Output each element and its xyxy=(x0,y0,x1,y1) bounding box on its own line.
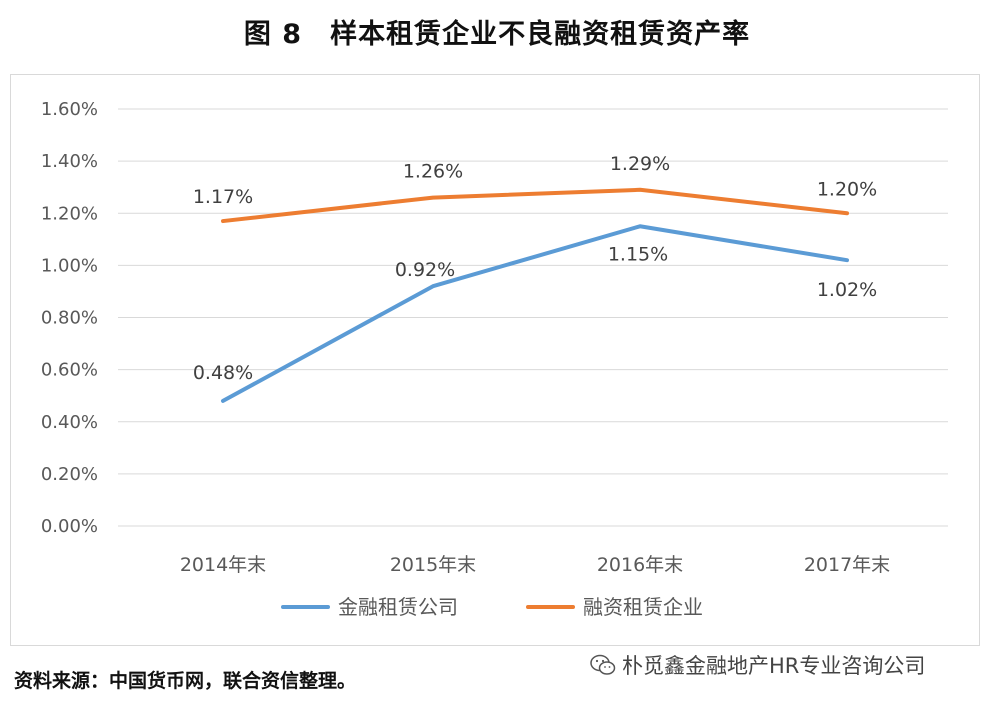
data-label: 0.92% xyxy=(395,259,455,281)
figure-title: 图 8 样本租赁企业不良融资租赁资产率 xyxy=(0,12,994,51)
y-tick-label: 1.00% xyxy=(41,255,98,276)
series-line-finance-leasing xyxy=(221,187,849,224)
data-label: 1.26% xyxy=(403,161,463,183)
y-tick-label: 1.40% xyxy=(41,151,98,172)
wechat-icon xyxy=(590,654,616,675)
watermark-text: 朴觅鑫金融地产HR专业咨询公司 xyxy=(622,654,926,678)
watermark: 朴觅鑫金融地产HR专业咨询公司 xyxy=(590,650,925,680)
x-tick-label: 2016年末 xyxy=(597,554,683,576)
data-label: 1.02% xyxy=(817,279,877,301)
source-note: 资料来源：中国货币网，联合资信整理。 xyxy=(14,670,357,692)
x-tick-label: 2015年末 xyxy=(390,554,476,576)
legend-label: 金融租赁公司 xyxy=(338,595,458,619)
series-line-financial-leasing xyxy=(221,224,849,403)
data-label: 1.29% xyxy=(610,153,670,175)
data-label: 1.15% xyxy=(608,243,668,265)
legend-label: 融资租赁企业 xyxy=(583,595,703,619)
data-labels: 0.48% 0.92% 1.15% 1.02% 1.17% 1.26% 1.29% 1.20% xyxy=(193,153,877,384)
legend: 金融租赁公司 融资租赁企业 xyxy=(281,595,703,619)
data-label: 1.20% xyxy=(817,178,877,200)
x-tick-label: 2014年末 xyxy=(180,554,266,576)
series-lines xyxy=(221,187,849,403)
y-tick-label: 0.00% xyxy=(41,516,98,537)
y-tick-label: 0.20% xyxy=(41,464,98,485)
y-tick-label: 0.60% xyxy=(41,360,98,381)
data-label: 1.17% xyxy=(193,186,253,208)
x-tick-label: 2017年末 xyxy=(804,554,890,576)
y-tick-label: 0.80% xyxy=(41,308,98,329)
figure-title-text: 样本租赁企业不良融资租赁资产率 xyxy=(330,19,751,50)
y-tick-label: 1.60% xyxy=(41,99,98,120)
data-label: 0.48% xyxy=(193,362,253,384)
grid-lines xyxy=(118,108,948,527)
y-axis-ticks: 0.00% 0.20% 0.40% 0.60% 0.80% 1.00% 1.20% 1.40%… xyxy=(41,99,98,537)
x-axis-ticks: 2014年末 2015年末 2016年末 2017年末 xyxy=(180,554,890,576)
chart-frame xyxy=(10,74,980,646)
y-tick-label: 0.40% xyxy=(41,412,98,433)
figure-number: 图 8 xyxy=(243,19,303,50)
y-tick-label: 1.20% xyxy=(41,203,98,224)
